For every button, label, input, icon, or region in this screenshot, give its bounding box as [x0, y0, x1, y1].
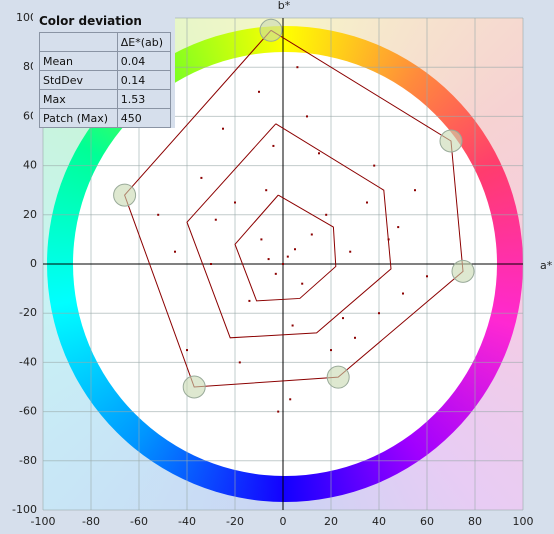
- cell: Patch (Max): [39, 108, 118, 128]
- point: [258, 90, 260, 93]
- point: [342, 317, 344, 320]
- point: [397, 226, 400, 229]
- x-tick-label: 100: [513, 515, 534, 528]
- x-tick-label: 0: [280, 515, 287, 528]
- table-row: StdDev 0.14: [39, 70, 172, 90]
- gamut-point: [182, 375, 206, 399]
- x-tick-label: 80: [468, 515, 482, 528]
- point: [354, 336, 356, 339]
- point: [402, 292, 404, 295]
- table-header: ΔE*(ab): [39, 32, 172, 52]
- gamut-point: [259, 18, 283, 42]
- web-line: [186, 123, 392, 339]
- web-line: [234, 194, 337, 302]
- point: [426, 275, 428, 278]
- point: [325, 213, 328, 216]
- point: [214, 218, 217, 221]
- point: [157, 213, 160, 216]
- point: [238, 361, 241, 364]
- cell: Max: [39, 89, 118, 109]
- point: [210, 263, 212, 265]
- point: [387, 238, 390, 241]
- x-tick-label: 60: [420, 515, 434, 528]
- point: [296, 66, 299, 69]
- cell: 1.53: [116, 89, 172, 109]
- y-tick-label: -60: [19, 405, 37, 418]
- point: [310, 233, 313, 236]
- point: [234, 201, 236, 204]
- point: [267, 258, 270, 261]
- header-cell: ΔE*(ab): [116, 32, 172, 52]
- point: [414, 189, 416, 192]
- point: [174, 250, 176, 253]
- point: [272, 144, 275, 147]
- y-tick-label: -80: [19, 454, 37, 467]
- x-tick-label: -80: [82, 515, 100, 528]
- point: [265, 189, 268, 192]
- table-row: Max 1.53: [39, 89, 172, 109]
- x-tick-label: -40: [178, 515, 196, 528]
- y-tick-label: -20: [19, 306, 37, 319]
- cell: 450: [116, 108, 172, 128]
- deviation-table: Color deviation ΔE*(ab) Mean 0.04 StdDev 0.…: [33, 10, 175, 128]
- y-tick-label: 40: [23, 159, 37, 172]
- x-tick-label: 20: [324, 515, 338, 528]
- x-axis-label: a*: [540, 259, 553, 272]
- point: [366, 201, 368, 204]
- point: [330, 349, 332, 352]
- y-tick-label: -100: [12, 503, 37, 516]
- cell: 0.04: [116, 51, 172, 71]
- table-row: Mean 0.04: [39, 51, 172, 71]
- gamut-point: [113, 183, 137, 207]
- cell: [39, 32, 118, 52]
- y-tick-label: 0: [30, 257, 37, 270]
- point: [274, 272, 277, 275]
- point: [291, 324, 294, 327]
- point: [260, 238, 263, 241]
- web-line: [124, 29, 464, 388]
- point: [306, 115, 308, 118]
- point: [282, 263, 284, 265]
- table-title: Color deviation: [39, 14, 142, 28]
- gamut-point: [439, 129, 463, 153]
- y-tick-label: -40: [19, 355, 37, 368]
- cell: Mean: [39, 51, 118, 71]
- cell: StdDev: [39, 70, 118, 90]
- x-tick-label: -100: [31, 515, 56, 528]
- point: [378, 312, 380, 315]
- gamut-point: [451, 259, 475, 283]
- point: [294, 248, 296, 251]
- point: [248, 299, 251, 302]
- y-tick-label: 20: [23, 208, 37, 221]
- point: [318, 152, 320, 155]
- point: [301, 282, 304, 285]
- point: [277, 410, 280, 413]
- gamut-point: [326, 365, 350, 389]
- x-tick-label: -20: [226, 515, 244, 528]
- table: ΔE*(ab) Mean 0.04 StdDev 0.14 Max 1.53 Patch (…: [39, 32, 172, 128]
- y-axis-label: b*: [278, 0, 291, 12]
- point: [222, 127, 224, 130]
- point: [186, 349, 188, 352]
- point: [349, 250, 352, 253]
- point: [373, 164, 376, 167]
- point: [286, 255, 289, 258]
- x-tick-label: -60: [130, 515, 148, 528]
- table-row: Patch (Max) 450: [39, 108, 172, 128]
- x-tick-label: 40: [372, 515, 386, 528]
- point: [200, 176, 203, 179]
- point: [289, 398, 292, 401]
- y-tick-label: 100: [16, 11, 37, 24]
- cell: 0.14: [116, 70, 172, 90]
